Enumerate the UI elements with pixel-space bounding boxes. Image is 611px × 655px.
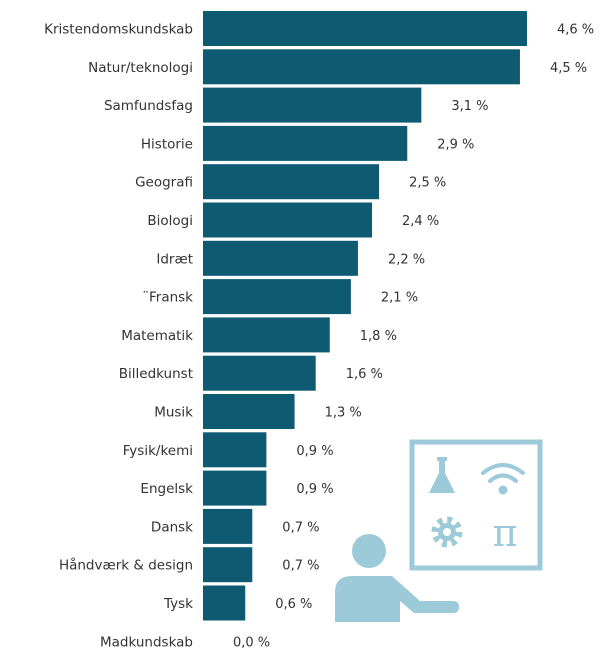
category-label: Kristendomskundskab (44, 22, 193, 38)
category-label: Håndværk & design (59, 557, 193, 574)
data-label: 0,0 % (233, 635, 270, 650)
data-label: 3,1 % (451, 99, 488, 114)
category-label: ¨Fransk (142, 290, 193, 306)
data-label: 2,4 % (402, 214, 439, 229)
bar (203, 394, 295, 429)
data-label: 0,9 % (296, 444, 333, 459)
data-label: 4,6 % (557, 23, 594, 38)
gear-icon (431, 516, 463, 548)
flask-icon (429, 457, 455, 493)
bar (203, 202, 373, 238)
bar (203, 49, 520, 85)
bar (203, 470, 267, 506)
data-label: 2,1 % (381, 291, 418, 306)
data-label: 2,5 % (409, 176, 446, 191)
data-label: 2,2 % (388, 252, 425, 267)
data-label: 1,8 % (360, 329, 397, 344)
bars-group: Kristendomskundskab 4,6 % Natur/teknologi 4… (44, 11, 594, 650)
board-frame (409, 439, 543, 571)
teacher-body (335, 576, 459, 622)
bar (203, 355, 316, 391)
pi-icon: π (493, 511, 518, 555)
teacher-head (352, 534, 386, 568)
category-label: Madkundskab (100, 634, 193, 650)
data-label: 0,7 % (282, 559, 319, 574)
data-label: 1,6 % (346, 367, 383, 382)
category-label: Natur/teknologi (88, 60, 193, 76)
category-label: Biologi (147, 213, 193, 229)
bar (203, 432, 267, 468)
bar (203, 317, 330, 353)
category-label: Engelsk (140, 481, 193, 497)
teacher-at-board-icon: π (335, 439, 543, 622)
bar (203, 11, 527, 46)
category-label: Historie (141, 136, 193, 152)
category-label: Idræt (156, 251, 193, 267)
data-label: 4,5 % (550, 61, 587, 76)
data-label: 0,6 % (275, 597, 312, 612)
bar (203, 547, 253, 583)
bar (203, 508, 253, 544)
data-label: 1,3 % (325, 406, 362, 421)
data-label: 0,7 % (282, 520, 319, 535)
bar (203, 125, 408, 161)
bar (203, 585, 246, 621)
category-label: Tysk (163, 596, 193, 612)
bar (203, 87, 422, 123)
category-label: Geografi (135, 175, 193, 191)
category-label: Billedkunst (119, 366, 193, 382)
bar (203, 279, 351, 315)
category-label: Matematik (121, 328, 193, 344)
data-label: 0,9 % (296, 482, 333, 497)
wifi-icon (481, 463, 525, 495)
data-label: 2,9 % (437, 137, 474, 152)
category-label: Musik (154, 405, 193, 421)
category-label: Dansk (151, 519, 193, 535)
bar (203, 240, 358, 276)
category-label: Fysik/kemi (123, 443, 193, 459)
bar (203, 164, 380, 200)
category-label: Samfundsfag (104, 98, 193, 114)
